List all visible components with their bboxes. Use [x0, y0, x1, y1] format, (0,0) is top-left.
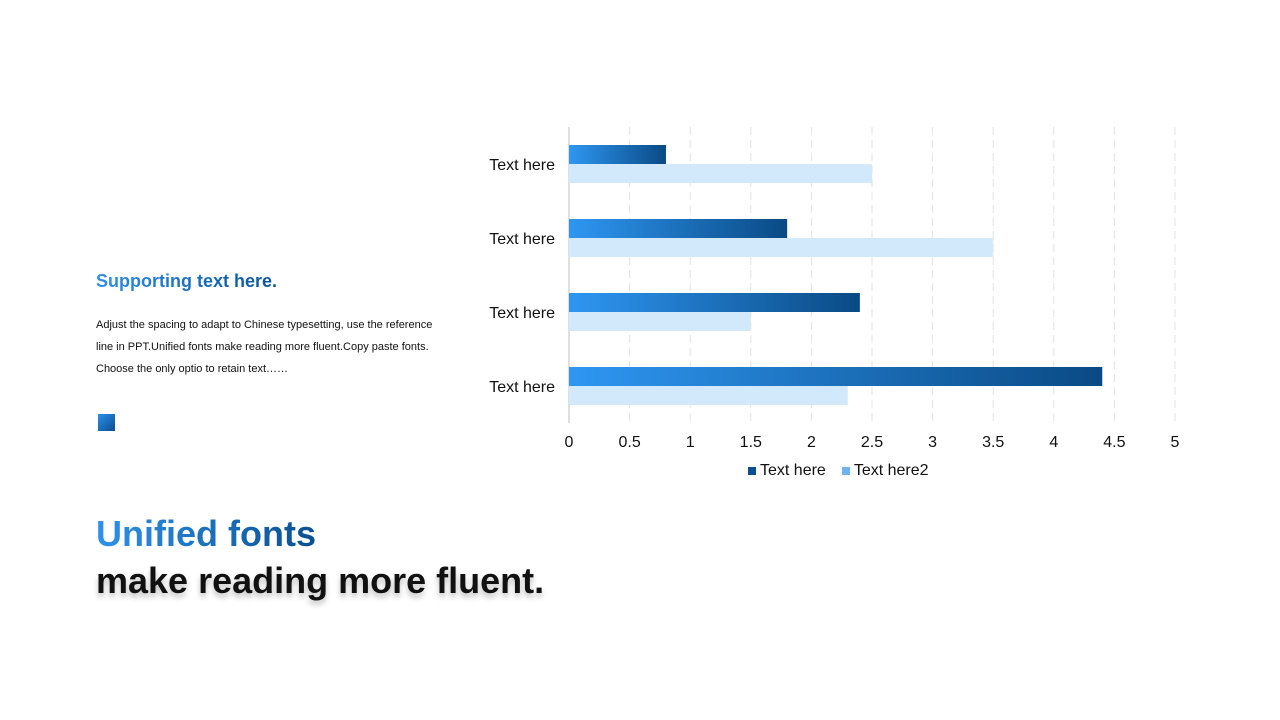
chart-legend: Text here Text here2: [748, 462, 929, 480]
category-label: Text here: [489, 157, 555, 174]
x-tick-label: 3: [928, 434, 937, 451]
x-tick-label: 3.5: [982, 434, 1004, 451]
bar-series-2: [569, 312, 751, 331]
headline-line-2: make reading more fluent.: [96, 560, 545, 601]
category-label: Text here: [489, 379, 555, 396]
legend-item-series-1: Text here: [748, 462, 826, 480]
bar-series-2: [569, 164, 872, 183]
bar-series-1: [569, 219, 788, 238]
bar-series-2: [569, 386, 848, 405]
supporting-subtitle: Supporting text here.: [96, 271, 278, 291]
x-tick-label: 0: [565, 434, 574, 451]
category-label: Text here: [489, 305, 555, 322]
category-label: Text here: [489, 231, 555, 248]
legend-swatch-series-2: [841, 467, 850, 475]
bar-series-2: [569, 238, 994, 257]
decorative-square: [98, 414, 115, 431]
legend-swatch-series-1: [748, 467, 756, 475]
supporting-body-text: Adjust the spacing to adapt to Chinese t…: [96, 319, 433, 375]
legend-label-series-1: Text here: [760, 462, 826, 479]
chart-labels: 0 0.5 1 1.5 2 2.5 3 3.5 4 4.5 5 Text here Text here T…: [489, 157, 1179, 451]
x-tick-label: 0.5: [618, 434, 640, 451]
x-tick-label: 1: [686, 434, 695, 451]
x-tick-label: 5: [1171, 434, 1180, 451]
x-tick-label: 2: [807, 434, 816, 451]
chart-bars: [569, 145, 1103, 405]
chart-gridlines: [568, 127, 1176, 423]
legend-label-series-2: Text here2: [853, 462, 929, 479]
x-tick-label: 4.5: [1103, 434, 1125, 451]
bar-series-1: [569, 293, 860, 312]
x-tick-label: 4: [1049, 434, 1058, 451]
x-tick-label: 2.5: [861, 434, 883, 451]
x-tick-label: 1.5: [740, 434, 762, 451]
headline-line-1: Unified fonts: [96, 513, 316, 554]
bar-series-1: [569, 367, 1103, 386]
bar-series-1: [569, 145, 666, 164]
legend-item-series-2: Text here2: [841, 462, 929, 480]
